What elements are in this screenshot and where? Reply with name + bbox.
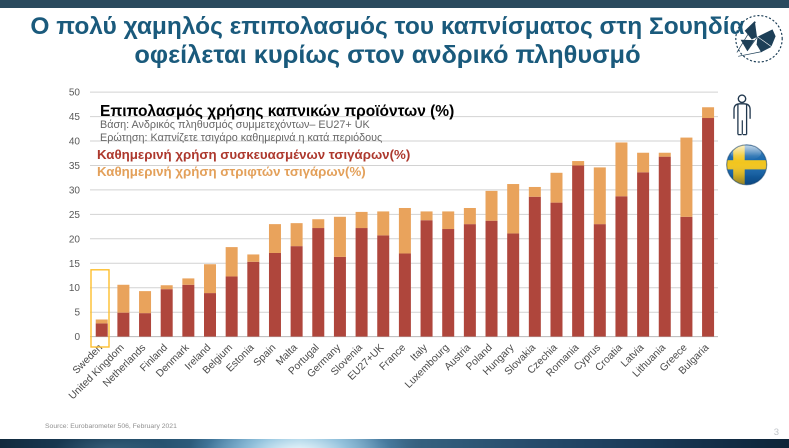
svg-text:5: 5	[74, 308, 80, 319]
svg-text:35: 35	[69, 161, 81, 172]
svg-text:15: 15	[69, 259, 81, 270]
svg-text:40: 40	[69, 137, 81, 148]
svg-text:10: 10	[69, 283, 81, 294]
svg-text:20: 20	[69, 234, 81, 245]
svg-text:Spain: Spain	[252, 342, 279, 369]
svg-text:50: 50	[69, 88, 81, 99]
svg-text:30: 30	[69, 185, 81, 196]
svg-text:0: 0	[74, 332, 80, 343]
svg-text:45: 45	[69, 112, 81, 123]
svg-text:25: 25	[69, 210, 81, 221]
